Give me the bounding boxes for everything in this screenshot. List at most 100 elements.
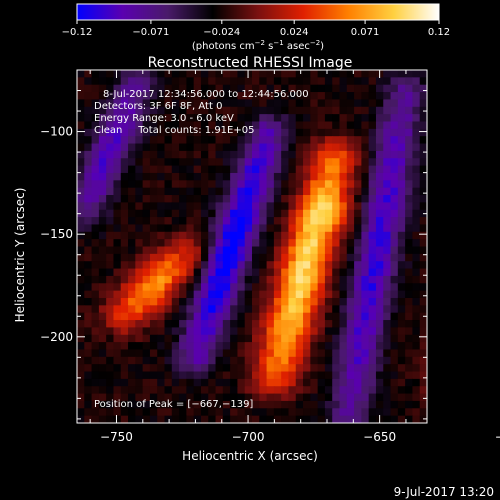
heatmap-cell [397,209,406,218]
heatmap-cell [281,415,290,423]
heatmap-cell [383,84,392,93]
heatmap-cell [222,114,231,123]
heatmap-cell [273,246,282,255]
heatmap-cell [91,290,100,299]
heatmap-cell [98,143,107,152]
heatmap-cell [171,150,180,159]
heatmap-cell [383,408,392,417]
heatmap-cell [317,92,326,101]
heatmap-cell [171,121,180,130]
heatmap-cell [128,172,136,181]
heatmap-cell [237,172,246,181]
heatmap-cell [397,99,406,108]
heatmap-cell [149,209,158,218]
heatmap-cell [303,297,311,306]
heatmap-cell [164,99,173,108]
heatmap-cell [135,334,144,343]
heatmap-cell [288,253,297,262]
heatmap-cell [361,106,370,115]
heatmap-cell [222,408,231,417]
heatmap-cell [186,342,195,351]
heatmap-cell [120,364,129,373]
heatmap-cell [135,393,144,402]
heatmap-cell [128,224,136,233]
heatmap-cell [135,121,144,130]
heatmap-cell [303,165,311,174]
heatmap-cell [361,268,370,277]
heatmap-cell [113,202,122,211]
heatmap-cell [98,408,107,417]
heatmap-cell [106,253,115,262]
heatmap-cell [368,209,377,218]
heatmap-cell [91,231,100,240]
heatmap-cell [368,290,377,299]
heatmap-cell [310,92,319,101]
heatmap-cell [244,77,253,86]
heatmap-cell [368,239,377,248]
heatmap-cell [179,195,187,203]
heatmap-cell [157,327,166,336]
heatmap-cell [222,99,231,108]
heatmap-cell [113,297,122,306]
heatmap-cell [383,209,392,218]
heatmap-cell [368,187,377,196]
heatmap-cell [237,378,246,387]
heatmap-cell [113,224,122,233]
heatmap-cell [244,224,253,233]
heatmap-cell [354,202,362,211]
heatmap-cell [208,187,217,196]
heatmap-cell [208,305,217,314]
heatmap-cell [128,283,136,292]
heatmap-cell [412,84,421,93]
heatmap-cell [244,334,253,343]
heatmap-cell [157,297,166,306]
heatmap-cell [128,356,136,365]
heatmap-cell [419,275,427,284]
heatmap-cell [332,408,341,417]
heatmap-cell [193,386,202,395]
heatmap-cell [135,349,144,358]
heatmap-cell [339,128,348,137]
heatmap-cell [375,239,384,248]
heatmap-cell [390,136,399,145]
heatmap-cell [317,114,326,123]
heatmap-cell [135,364,144,373]
heatmap-cell [383,371,392,380]
heatmap-cell [375,327,384,336]
heatmap-cell [310,334,319,343]
heatmap-cell [164,239,173,248]
heatmap-cell [397,305,406,314]
heatmap-cell [106,400,115,409]
heatmap-cell [106,312,115,321]
heatmap-cell [273,158,282,167]
heatmap-cell [200,128,209,137]
heatmap-cell [332,386,341,395]
heatmap-cell [295,99,304,108]
heatmap-cell [259,349,268,358]
heatmap-cell [149,231,158,240]
heatmap-cell [310,128,319,137]
heatmap-cell [149,320,158,328]
heatmap-cell [157,268,166,277]
heatmap-cell [397,349,406,358]
heatmap-cell [354,334,362,343]
heatmap-cell [397,165,406,174]
heatmap-cell [346,320,355,328]
heatmap-cell [149,77,158,86]
heatmap-cell [303,305,311,314]
heatmap-cell [383,386,392,395]
heatmap-cell [106,290,115,299]
heatmap-cell [164,386,173,395]
heatmap-cell [354,92,362,101]
heatmap-cell [200,114,209,123]
heatmap-cell [332,121,341,130]
heatmap-cell [135,106,144,115]
heatmap-cell [106,187,115,196]
heatmap-cell [222,268,231,277]
heatmap-cell [179,239,187,248]
heatmap-cell [397,172,406,181]
heatmap-cell [273,187,282,196]
heatmap-cell [98,70,107,78]
heatmap-cell [208,408,217,417]
heatmap-cell [361,386,370,395]
